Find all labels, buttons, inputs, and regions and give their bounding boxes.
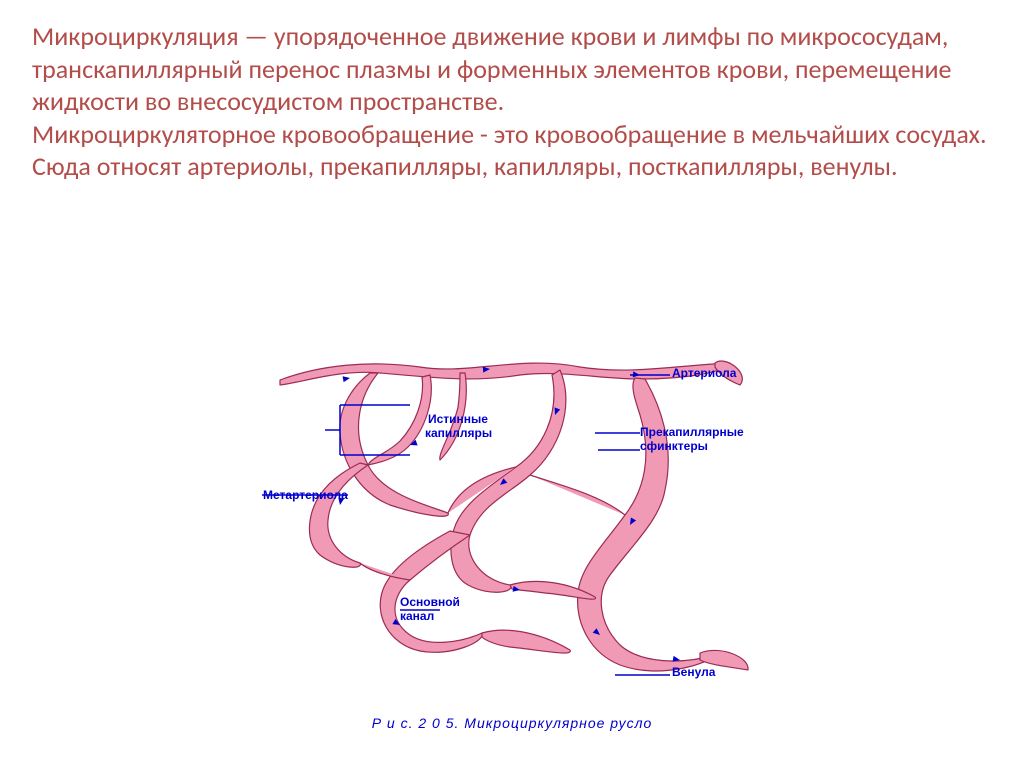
diagram-label: Артериола [672,366,736,380]
diagram-label: сфинктеры [640,439,708,453]
microcirculation-diagram [260,345,760,705]
flow-arrow [343,375,351,382]
diagram-label: Метартериола [263,488,348,502]
vessel-path [340,373,449,516]
vessel-path [482,630,570,653]
vessel-path [578,378,715,671]
diagram-label: Основной [400,595,460,609]
diagram-label: капилляры [425,426,492,440]
vessel-path [368,375,431,465]
figure-caption: Р и с. 2 0 5. Микроциркулярное русло [0,715,1024,731]
diagram-label: Истинные [428,412,488,426]
diagram-label: Прекапиллярные [640,425,744,439]
slide-heading: Микроциркуляция — упорядоченное движение… [32,20,992,183]
diagram-label: канал [400,609,434,623]
vessel-path [280,363,730,385]
vessel-path [530,475,625,515]
diagram-label: Венула [672,665,715,679]
